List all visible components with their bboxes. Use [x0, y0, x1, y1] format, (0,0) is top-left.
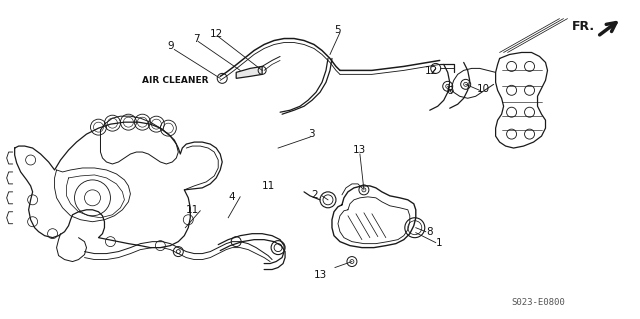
Text: 12: 12: [425, 66, 438, 76]
Text: 10: 10: [477, 84, 490, 94]
Text: 1: 1: [436, 238, 442, 248]
Text: AIR CLEANER: AIR CLEANER: [142, 76, 209, 85]
Polygon shape: [236, 66, 262, 78]
Text: 7: 7: [193, 33, 200, 43]
Text: 8: 8: [426, 227, 433, 237]
Text: 11: 11: [262, 181, 275, 191]
Text: 13: 13: [314, 271, 326, 280]
Text: 9: 9: [167, 41, 173, 51]
Text: 2: 2: [312, 190, 318, 200]
Text: 5: 5: [335, 25, 341, 34]
Text: 13: 13: [353, 145, 367, 155]
Text: 4: 4: [229, 192, 236, 202]
Text: 6: 6: [447, 86, 453, 96]
Text: S023-E0800: S023-E0800: [511, 298, 565, 307]
Text: 11: 11: [186, 205, 199, 215]
Text: 12: 12: [210, 29, 223, 39]
Text: FR.: FR.: [572, 20, 595, 33]
Text: 3: 3: [308, 129, 315, 139]
